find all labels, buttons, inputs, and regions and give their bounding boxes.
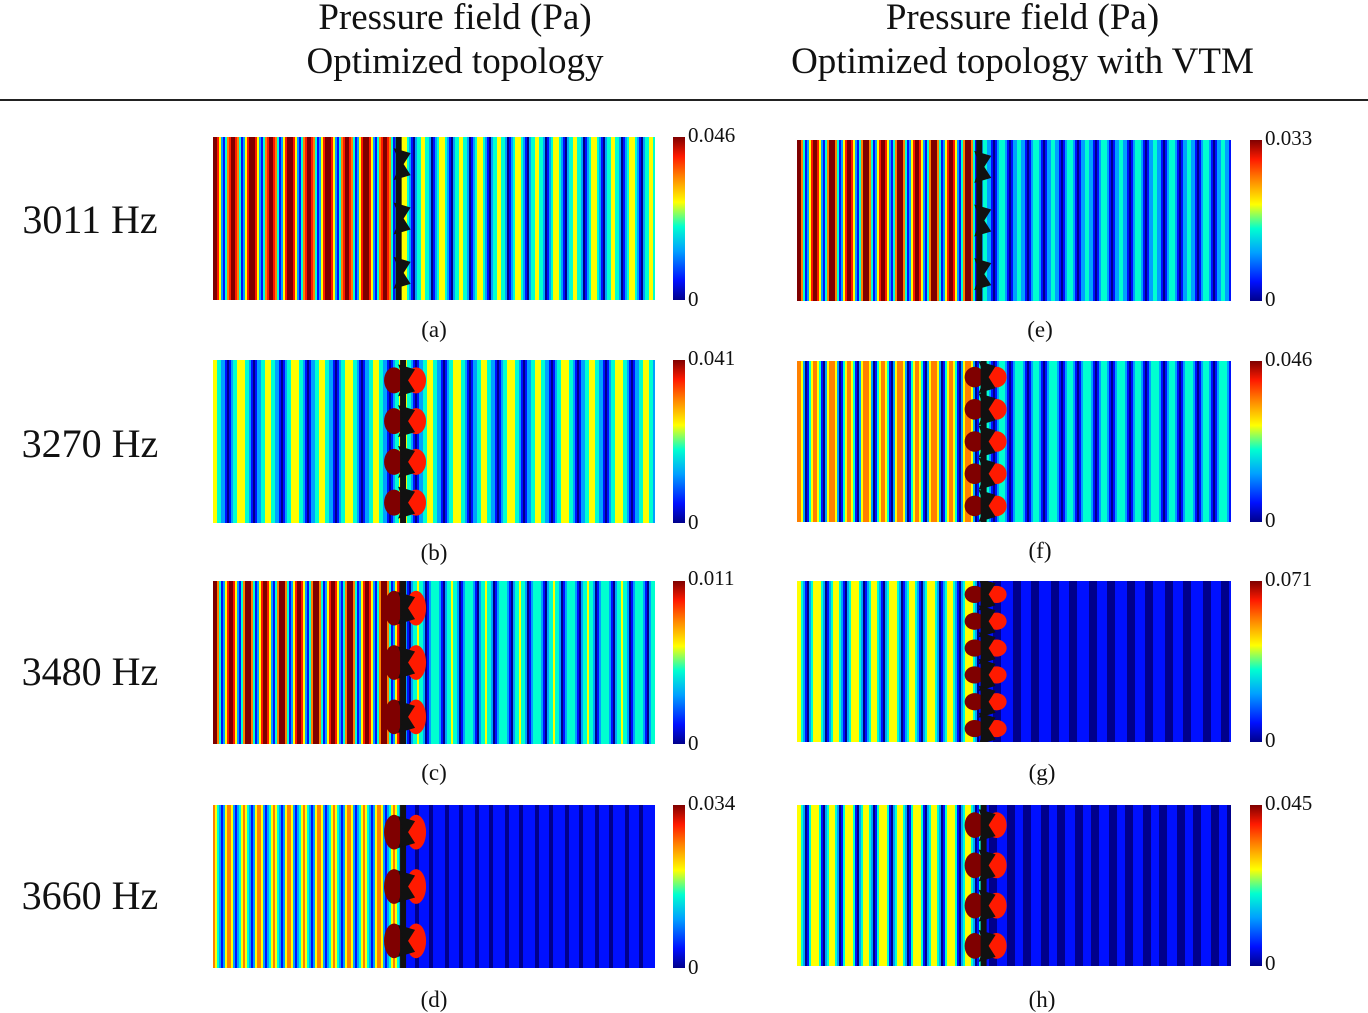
panel-label-h: (h) <box>1028 987 1056 1012</box>
pressure-field-panel-h <box>797 805 1231 966</box>
colorbar-max-c: 0.011 <box>688 566 735 590</box>
frequency-label-3270: 3270 Hz <box>21 421 159 466</box>
panel-label-a: (a) <box>421 317 447 342</box>
panel-label-d: (d) <box>420 987 448 1012</box>
pressure-field-image <box>797 805 1231 966</box>
pressure-field-panel-a <box>213 137 655 300</box>
right-header-line2: Optimized topology with VTM <box>791 41 1254 82</box>
colorbar-g <box>1250 581 1262 742</box>
colorbar-a <box>673 137 685 300</box>
pressure-field-panel-d <box>213 805 655 968</box>
pressure-field-image <box>797 140 1231 301</box>
colorbar-min-f: 0 <box>1265 508 1276 532</box>
colorbar-min-a: 0 <box>688 287 699 311</box>
colorbar-d <box>673 805 685 968</box>
panel-label-f: (f) <box>1028 538 1052 563</box>
left-header-line2: Optimized topology <box>306 41 604 82</box>
pressure-field-panel-c <box>213 581 655 744</box>
left-header-line1: Pressure field (Pa) <box>318 0 592 38</box>
colorbar-max-b: 0.041 <box>688 346 736 370</box>
colorbar-max-d: 0.034 <box>688 791 736 815</box>
panel-label-e: (e) <box>1027 317 1053 342</box>
pressure-field-image <box>797 361 1231 522</box>
right-column-header: Pressure field (Pa) Optimized topology w… <box>740 0 1305 84</box>
frequency-label-3480: 3480 Hz <box>21 649 159 694</box>
colorbar-min-e: 0 <box>1265 287 1276 311</box>
header-divider <box>0 99 1368 101</box>
left-column-header: Pressure field (Pa) Optimized topology <box>200 0 710 84</box>
panel-label-b: (b) <box>420 540 448 565</box>
pressure-field-image <box>213 805 655 968</box>
colorbar-max-a: 0.046 <box>688 123 736 147</box>
frequency-label-3011: 3011 Hz <box>22 197 158 242</box>
colorbar-max-h: 0.045 <box>1265 791 1313 815</box>
colorbar-min-d: 0 <box>688 955 699 979</box>
pressure-field-panel-e <box>797 140 1231 301</box>
pressure-field-image <box>213 360 655 523</box>
panel-label-c: (c) <box>421 760 447 785</box>
colorbar-min-h: 0 <box>1265 951 1276 975</box>
colorbar-max-f: 0.046 <box>1265 347 1313 371</box>
colorbar-min-b: 0 <box>688 510 699 534</box>
pressure-field-image <box>213 581 655 744</box>
pressure-field-panel-f <box>797 361 1231 522</box>
colorbar-min-g: 0 <box>1265 728 1276 752</box>
colorbar-e <box>1250 140 1262 301</box>
right-header-line1: Pressure field (Pa) <box>885 0 1160 38</box>
pressure-field-image <box>797 581 1231 742</box>
pressure-field-panel-b <box>213 360 655 523</box>
colorbar-max-g: 0.071 <box>1265 567 1313 591</box>
pressure-field-image <box>213 137 655 300</box>
colorbar-max-e: 0.033 <box>1265 126 1313 150</box>
colorbar-b <box>673 360 685 523</box>
frequency-label-3660: 3660 Hz <box>21 873 159 918</box>
colorbar-h <box>1250 805 1262 966</box>
colorbar-min-c: 0 <box>688 731 699 755</box>
colorbar-c <box>673 581 685 744</box>
panel-label-g: (g) <box>1028 760 1056 785</box>
pressure-field-panel-g <box>797 581 1231 742</box>
colorbar-f <box>1250 361 1262 522</box>
